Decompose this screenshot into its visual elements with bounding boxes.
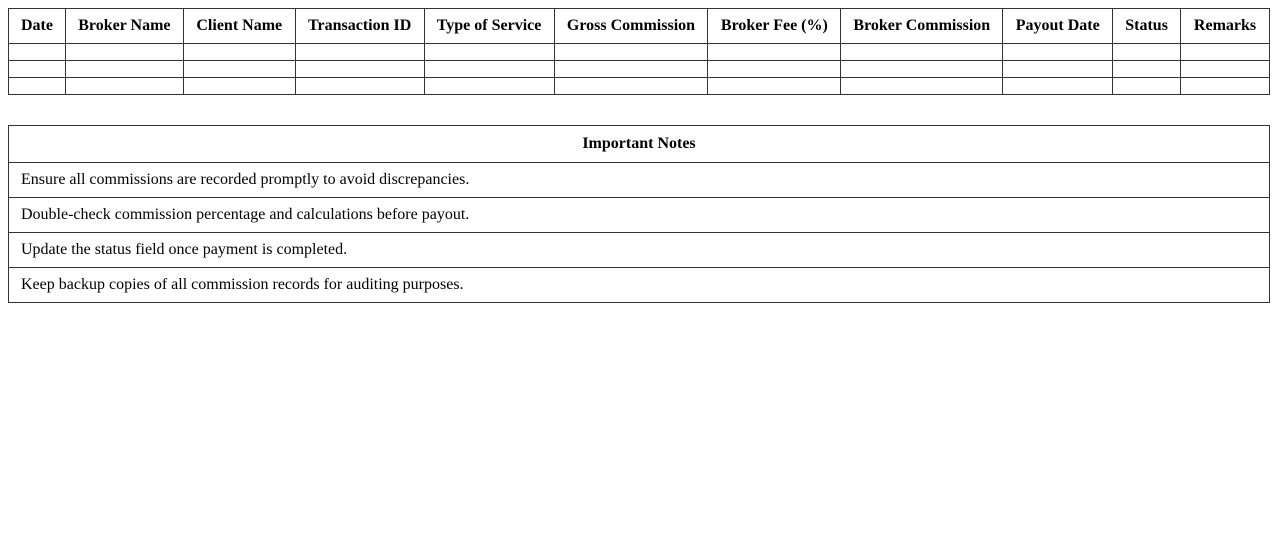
table-cell[interactable] — [294, 60, 425, 78]
table-cell[interactable] — [294, 77, 425, 95]
table-cell[interactable] — [1180, 77, 1270, 95]
table-cell[interactable] — [1002, 43, 1114, 61]
header-date: Date — [8, 8, 66, 44]
header-broker-commission: Broker Commission — [840, 8, 1004, 44]
table-cell[interactable] — [707, 43, 842, 61]
table-cell[interactable] — [423, 60, 555, 78]
table-cell[interactable] — [64, 60, 184, 78]
table-cell[interactable] — [182, 60, 296, 78]
header-row: Date Broker Name Client Name Transaction… — [8, 8, 1270, 44]
header-broker-fee: Broker Fee (%) — [707, 8, 842, 44]
header-remarks: Remarks — [1180, 8, 1270, 44]
table-cell[interactable] — [1180, 43, 1270, 61]
commission-table: Date Broker Name Client Name Transaction… — [8, 8, 1270, 95]
note-item: Update the status field once payment is … — [8, 232, 1270, 268]
table-cell[interactable] — [1112, 43, 1182, 61]
table-cell[interactable] — [840, 60, 1004, 78]
table-cell[interactable] — [64, 77, 184, 95]
header-broker-name: Broker Name — [64, 8, 184, 44]
note-item: Keep backup copies of all commission rec… — [8, 267, 1270, 303]
table-cell[interactable] — [1002, 77, 1114, 95]
header-type-of-service: Type of Service — [423, 8, 555, 44]
notes-title: Important Notes — [8, 125, 1270, 163]
table-row — [8, 60, 1270, 78]
note-item: Double-check commission percentage and c… — [8, 197, 1270, 233]
important-notes-table: Important Notes Ensure all commissions a… — [8, 125, 1270, 303]
table-cell[interactable] — [423, 77, 555, 95]
table-cell[interactable] — [182, 43, 296, 61]
header-status: Status — [1112, 8, 1182, 44]
table-cell[interactable] — [707, 77, 842, 95]
header-payout-date: Payout Date — [1002, 8, 1114, 44]
note-item: Ensure all commissions are recorded prom… — [8, 162, 1270, 198]
table-cell[interactable] — [707, 60, 842, 78]
table-cell[interactable] — [553, 43, 709, 61]
table-cell[interactable] — [553, 77, 709, 95]
table-cell[interactable] — [8, 60, 66, 78]
table-cell[interactable] — [64, 43, 184, 61]
table-cell[interactable] — [8, 43, 66, 61]
table-cell[interactable] — [182, 77, 296, 95]
table-cell[interactable] — [840, 43, 1004, 61]
table-row — [8, 43, 1270, 61]
header-gross-commission: Gross Commission — [553, 8, 709, 44]
table-cell[interactable] — [1180, 60, 1270, 78]
table-cell[interactable] — [840, 77, 1004, 95]
table-row — [8, 77, 1270, 95]
table-cell[interactable] — [1112, 77, 1182, 95]
header-transaction-id: Transaction ID — [294, 8, 425, 44]
header-client-name: Client Name — [182, 8, 296, 44]
table-cell[interactable] — [553, 60, 709, 78]
table-cell[interactable] — [423, 43, 555, 61]
table-cell[interactable] — [294, 43, 425, 61]
table-cell[interactable] — [1112, 60, 1182, 78]
table-cell[interactable] — [8, 77, 66, 95]
table-cell[interactable] — [1002, 60, 1114, 78]
